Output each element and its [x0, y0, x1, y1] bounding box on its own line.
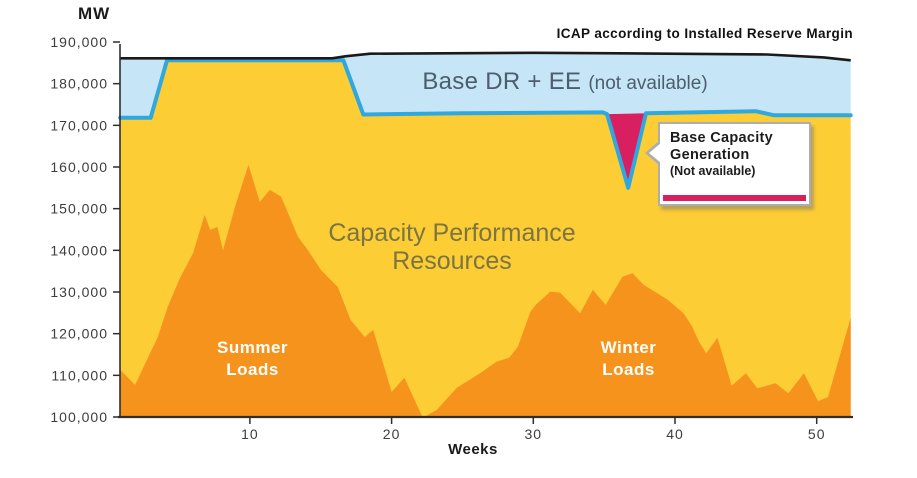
y-tick-label: 160,000	[50, 159, 108, 175]
y-tick-label: 150,000	[50, 201, 108, 217]
y-tick-label: 120,000	[50, 326, 108, 342]
winter-loads-line2: Loads	[602, 359, 655, 379]
winter-loads-line1: Winter	[600, 338, 657, 357]
winter-loads-label: Winter Loads	[566, 337, 691, 381]
y-tick-label: 130,000	[50, 284, 108, 300]
y-tick-label: 140,000	[50, 242, 108, 258]
base-capacity-callout: Base Capacity Generation (Not available)	[645, 122, 811, 206]
load-area	[120, 164, 851, 418]
base-capacity-notch	[607, 113, 646, 188]
icap-line-label: ICAP according to Installed Reserve Marg…	[556, 26, 853, 41]
base-dr-ee-main-text: Base DR + EE	[422, 68, 589, 95]
x-tick-label: 50	[808, 426, 826, 442]
base-dr-ee-band-label: Base DR + EE (not available)	[340, 68, 790, 96]
base-dr-ee-sub-text: (not available)	[588, 73, 708, 94]
callout-line2: Generation	[670, 147, 750, 164]
base-dr-ee-band-area	[120, 52, 851, 118]
capacity-performance-line1: Capacity Performance	[328, 219, 576, 247]
x-tick-label: 30	[525, 426, 543, 442]
callout-line1: Base Capacity	[670, 130, 774, 146]
capacity-boundary-line	[118, 58, 853, 190]
callout-line3: (Not available)	[670, 164, 756, 179]
y-tick-label: 190,000	[50, 34, 108, 50]
summer-loads-label: Summer Loads	[190, 337, 315, 381]
y-tick-label: 110,000	[51, 367, 108, 383]
x-axis-title: Weeks	[448, 441, 498, 458]
callout-tail	[649, 143, 661, 163]
x-tick-label: 10	[241, 426, 259, 442]
y-tick-label: 170,000	[50, 117, 108, 133]
capacity-performance-label: Capacity Performance Resources	[292, 219, 612, 275]
x-tick-label: 20	[383, 426, 401, 442]
y-axis-unit-label: MW	[78, 4, 111, 23]
callout-pink-underline	[663, 195, 806, 201]
icap-line	[120, 51, 851, 62]
capacity-performance-line2: Resources	[392, 246, 512, 275]
x-tick-label: 40	[666, 426, 684, 442]
y-tick-label: 180,000	[50, 76, 108, 92]
y-tick-label: 100,000	[50, 409, 108, 425]
summer-loads-line1: Summer	[216, 338, 289, 357]
callout-text: Base Capacity Generation (Not available)	[660, 124, 809, 179]
summer-loads-line2: Loads	[226, 359, 279, 379]
